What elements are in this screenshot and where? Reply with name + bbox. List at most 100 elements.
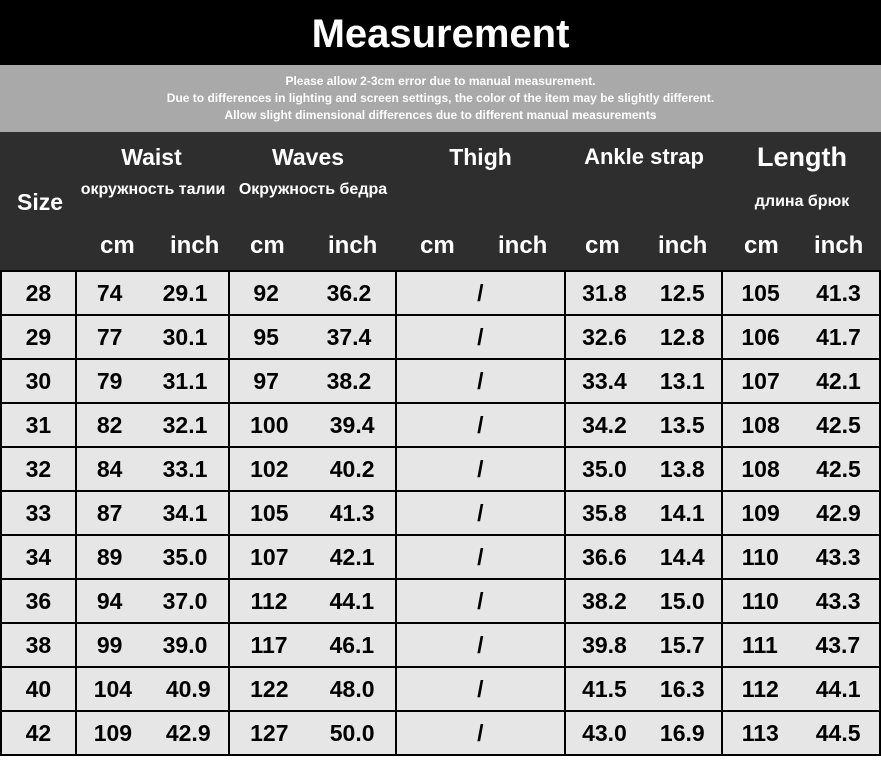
table-cell: / <box>395 314 566 360</box>
cell-value: 77 <box>96 323 123 350</box>
cell-value: 33.4 <box>582 367 627 394</box>
unit-cm: cm <box>585 232 620 259</box>
table-cell: 30 <box>0 358 77 404</box>
cell-value: / <box>477 587 484 614</box>
table-cell: 35.8 14.1 <box>563 490 724 536</box>
table-cell: 32 <box>0 446 77 492</box>
cell-value: 40 <box>25 675 52 702</box>
table-cell: 110 43.3 <box>721 578 881 624</box>
table-cell: 94 37.0 <box>74 578 230 624</box>
table-cell: 102 40.2 <box>227 446 398 492</box>
table-cell: 31 <box>0 402 77 448</box>
table-row: 34 89 35.0 107 42.1 / 36.6 14.4 110 43.3 <box>0 534 881 580</box>
cell-value: 12.8 <box>659 323 705 350</box>
table-cell: / <box>395 710 566 756</box>
table-cell: 35.0 13.8 <box>563 446 724 492</box>
table-cell: 33.4 13.1 <box>563 358 724 404</box>
cell-value: 39.0 <box>162 631 208 658</box>
table-cell: 32.6 12.8 <box>563 314 724 360</box>
table-cell: 41.5 16.3 <box>563 666 724 712</box>
cell-value: 14.1 <box>659 499 705 526</box>
cell-value: 34.1 <box>162 499 208 526</box>
waist-header: Waist <box>121 144 182 170</box>
table-cell: 122 48.0 <box>227 666 398 712</box>
unit-inch: inch <box>328 232 378 259</box>
cell-value: 109 <box>741 499 780 526</box>
cell-value: 127 <box>250 719 289 746</box>
table-cell: 109 42.9 <box>74 710 230 756</box>
cell-value: 35.0 <box>162 543 208 570</box>
cell-value: / <box>477 719 484 746</box>
cell-value: 37.4 <box>326 323 372 350</box>
cell-value: 95 <box>253 323 279 350</box>
cell-value: 41.3 <box>816 279 861 306</box>
cell-value: 30.1 <box>162 323 208 350</box>
cell-value: 32.1 <box>162 411 208 438</box>
cell-value: 32 <box>25 455 52 482</box>
table-cell: 29 <box>0 314 77 360</box>
cell-value: 42.5 <box>816 455 861 482</box>
cell-value: 105 <box>741 279 780 306</box>
table-row: 36 94 37.0 112 44.1 / 38.2 15.0 110 43.3 <box>0 578 881 624</box>
cell-value: 102 <box>250 455 289 482</box>
cell-value: 34 <box>25 543 52 570</box>
table-row: 40 104 40.9 122 48.0 / 41.5 16.3 112 44.1 <box>0 666 881 712</box>
table-cell: 36 <box>0 578 77 624</box>
table-cell: 95 37.4 <box>227 314 398 360</box>
notice-line: Please allow 2-3cm error due to manual m… <box>285 74 596 88</box>
table-cell: 39.8 15.7 <box>563 622 724 668</box>
ankle-header: Ankle strap <box>584 144 704 169</box>
cell-value: 43.0 <box>582 719 627 746</box>
notice: Please allow 2-3cm error due to manual m… <box>0 65 881 132</box>
table-cell: 34 <box>0 534 77 580</box>
cell-value: 36.2 <box>326 279 372 306</box>
cell-value: 42.1 <box>816 367 861 394</box>
cell-value: 15.7 <box>659 631 705 658</box>
cell-value: / <box>477 367 484 394</box>
table-cell: 117 46.1 <box>227 622 398 668</box>
table-cell: 79 31.1 <box>74 358 230 404</box>
table-cell: 107 42.1 <box>721 358 881 404</box>
table-cell: 112 44.1 <box>227 578 398 624</box>
cell-value: 42.9 <box>165 719 211 746</box>
cell-value: 41.7 <box>816 323 861 350</box>
table-row: 33 87 34.1 105 41.3 / 35.8 14.1 109 42.9 <box>0 490 881 536</box>
cell-value: 36.6 <box>582 543 627 570</box>
table-cell: 108 42.5 <box>721 446 881 492</box>
cell-value: 44.5 <box>815 719 861 746</box>
cell-value: 43.7 <box>815 631 861 658</box>
cell-value: 13.8 <box>659 455 705 482</box>
cell-value: 112 <box>741 675 779 702</box>
cell-value: 12.5 <box>659 279 705 306</box>
table-cell: 38.2 15.0 <box>563 578 724 624</box>
table-row: 32 84 33.1 102 40.2 / 35.0 13.8 108 42.5 <box>0 446 881 492</box>
notice-line: Due to differences in lighting and scree… <box>166 91 715 105</box>
cell-value: 31.1 <box>162 367 208 394</box>
cell-value: 35.0 <box>582 455 627 482</box>
table-row: 31 82 32.1 100 39.4 / 34.2 13.5 108 42.5 <box>0 402 881 448</box>
size-table: 28 74 29.1 92 36.2 / 31.8 12.5 105 41.3 29 77 30.1 95… <box>0 270 881 756</box>
cell-value: 94 <box>96 587 123 614</box>
table-row: 42 109 42.9 127 50.0 / 43.0 16.9 113 44.5 <box>0 710 881 756</box>
notice-line: Allow slight dimensional differences due… <box>224 108 657 122</box>
cell-value: 15.0 <box>659 587 705 614</box>
length-ru-header: длина брюк <box>754 193 850 210</box>
unit-inch: inch <box>814 232 864 259</box>
table-cell: 110 43.3 <box>721 534 881 580</box>
cell-value: 42 <box>25 719 52 746</box>
table-cell: 42 <box>0 710 77 756</box>
cell-value: 100 <box>250 411 289 438</box>
cell-value: 107 <box>250 543 289 570</box>
cell-value: 35.8 <box>582 499 627 526</box>
cell-value: 39.8 <box>582 631 627 658</box>
table-row: 38 99 39.0 117 46.1 / 39.8 15.7 111 43.7 <box>0 622 881 668</box>
unit-cm: cm <box>744 232 779 259</box>
cell-value: 13.1 <box>659 367 705 394</box>
cell-value: 117 <box>250 631 288 658</box>
cell-value: 105 <box>250 499 289 526</box>
cell-value: 34.2 <box>582 411 627 438</box>
cell-value: 74 <box>96 279 123 306</box>
unit-inch: inch <box>170 232 220 259</box>
cell-value: 30 <box>25 367 52 394</box>
cell-value: 40.9 <box>165 675 211 702</box>
